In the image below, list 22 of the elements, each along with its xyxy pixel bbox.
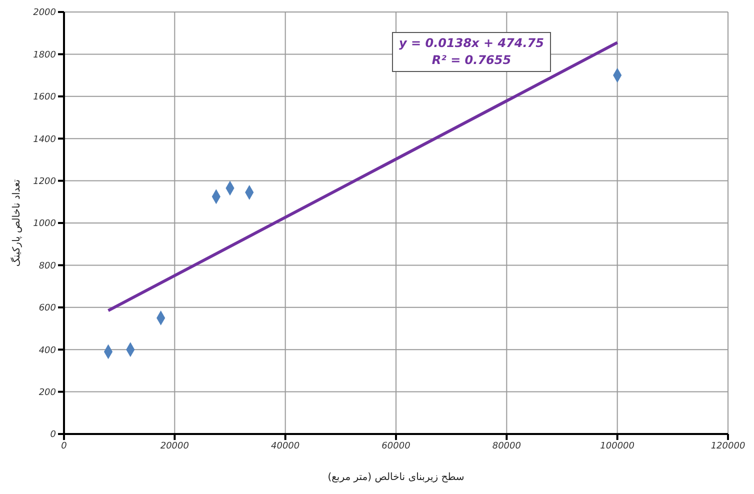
x-tick-label: 120000 — [710, 441, 746, 452]
y-axis-title: تعداد ناخالص پارکینگ — [10, 179, 23, 267]
x-tick-label: 80000 — [492, 441, 522, 452]
x-tick-label: 0 — [61, 441, 68, 452]
y-tick-label: 600 — [38, 304, 56, 314]
y-tick-label: 1400 — [33, 134, 56, 145]
y-tick-label: 2000 — [33, 8, 56, 18]
y-tick-label: 400 — [38, 346, 56, 356]
y-tick-label: 1600 — [33, 92, 56, 103]
x-tick-label: 60000 — [382, 441, 411, 452]
y-tick-label: 1800 — [33, 50, 56, 60]
y-tick-label: 1200 — [33, 176, 56, 187]
y-tick-label: 1000 — [33, 219, 56, 230]
y-tick-label: 200 — [38, 388, 56, 398]
x-axis-title: سطح زیربنای ناخالص (متر مربع) — [328, 472, 464, 483]
y-tick-label: 800 — [38, 261, 56, 272]
x-tick-label: 20000 — [160, 441, 190, 452]
y-tick-label: 0 — [50, 430, 56, 440]
annotation: R² = 0.7655 — [430, 52, 512, 69]
x-tick-label: 100000 — [600, 441, 635, 452]
x-tick-label: 40000 — [271, 441, 300, 452]
annotation: y = 0.0138x + 474.75 — [399, 35, 544, 52]
